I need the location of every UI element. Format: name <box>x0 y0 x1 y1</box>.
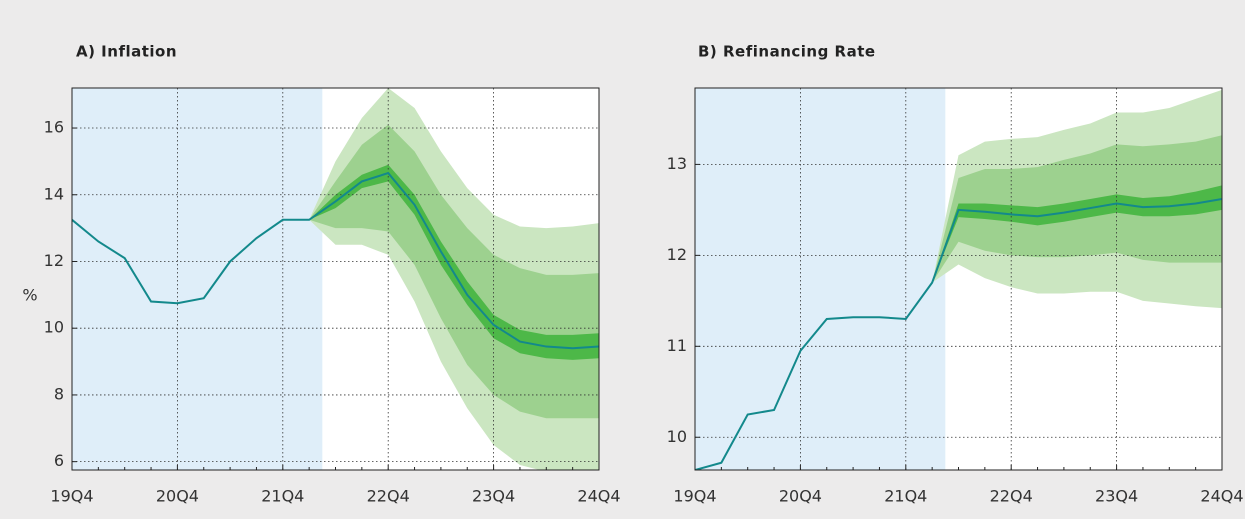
line <box>695 197 1222 470</box>
y-tick-label: 14 <box>44 184 64 203</box>
plot <box>72 88 599 470</box>
x-tick-label: 21Q4 <box>884 487 927 506</box>
x-tick-label: 23Q4 <box>472 487 515 506</box>
x-tick-label: 22Q4 <box>367 487 410 506</box>
x-tick-label: 21Q4 <box>261 487 304 506</box>
x-tick-label: 24Q4 <box>577 487 620 506</box>
line <box>72 171 599 350</box>
chart-title: A) Inflation <box>76 43 177 61</box>
x-tick-label: 20Q4 <box>156 487 199 506</box>
y-tick-label: 10 <box>44 318 64 337</box>
y-tick-label: 6 <box>54 451 64 470</box>
plot <box>695 88 1222 470</box>
x-tick-label: 24Q4 <box>1200 487 1243 506</box>
chart-title: B) Refinancing Rate <box>698 43 876 61</box>
fan-band <box>932 185 1222 283</box>
y-tick-label: 16 <box>44 118 64 137</box>
x-tick-label: 23Q4 <box>1095 487 1138 506</box>
x-tick-label: 19Q4 <box>50 487 93 506</box>
y-tick-label: 13 <box>667 154 687 173</box>
y-tick-label: 11 <box>667 336 687 355</box>
x-tick-label: 20Q4 <box>779 487 822 506</box>
x-tick-label: 19Q4 <box>673 487 716 506</box>
y-tick-label: 10 <box>667 427 687 446</box>
y-tick-label: 8 <box>54 384 64 403</box>
fan-band <box>309 164 599 360</box>
y-tick-label: 12 <box>667 245 687 264</box>
x-tick-label: 22Q4 <box>990 487 1033 506</box>
y-axis-label: % <box>22 286 37 305</box>
history-shade <box>695 88 946 470</box>
history-shade <box>72 88 323 470</box>
y-tick-label: 12 <box>44 251 64 270</box>
